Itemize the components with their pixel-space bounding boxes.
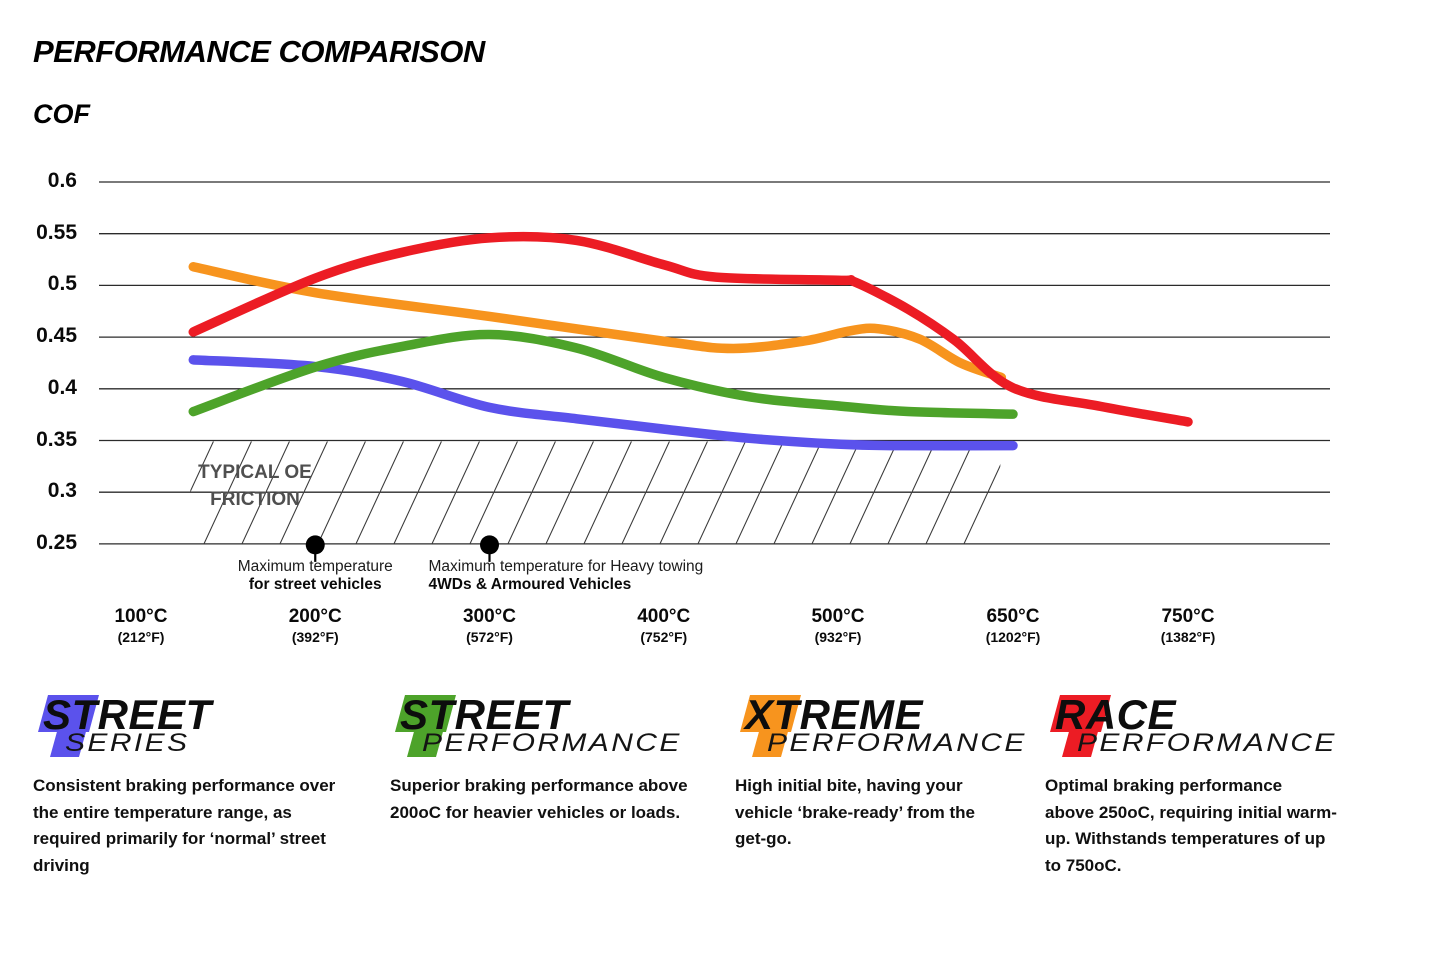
temp-celsius: 500°C bbox=[811, 606, 865, 627]
x-tick-label: 100°C (212°F) bbox=[114, 606, 167, 645]
y-tick-label: 0.35 bbox=[36, 427, 77, 451]
temp-fahrenheit: (212°F) bbox=[117, 629, 165, 645]
chart-canvas bbox=[99, 181, 1330, 562]
brand-logo: STREET SERIES bbox=[33, 691, 373, 759]
x-tick-label: 400°C (752°F) bbox=[637, 606, 690, 645]
logo-word-secondary: PERFORMANCE bbox=[767, 729, 1027, 757]
y-tick-label: 0.6 bbox=[47, 169, 77, 192]
temp-celsius: 300°C bbox=[462, 606, 517, 627]
oe-friction-band bbox=[190, 441, 1001, 544]
temp-celsius: 400°C bbox=[637, 606, 691, 627]
legend-description: Optimal braking performance above 250oC,… bbox=[1045, 776, 1337, 875]
x-tick-label: 200°C (392°F) bbox=[289, 606, 342, 645]
legend-item-xtreme-performance: XTREME PERFORMANCE High initial bite, ha… bbox=[735, 691, 1080, 853]
temp-celsius: 650°C bbox=[986, 606, 1040, 627]
max-temp-marker-label: Maximum temperature for street vehicles bbox=[238, 558, 393, 594]
x-tick-label: 650°C (1202°F) bbox=[986, 606, 1041, 645]
y-tick-label: 0.3 bbox=[47, 479, 77, 503]
brand-logo: RACE PERFORMANCE bbox=[1045, 691, 1385, 759]
legend: STREET SERIES Consistent braking perform… bbox=[0, 691, 1445, 965]
marker-label-line2: 4WDs & Armoured Vehicles bbox=[428, 576, 632, 593]
legend-description: High initial bite, having your vehicle ‘… bbox=[735, 776, 975, 848]
logo-word-primary: STREET bbox=[400, 691, 569, 738]
y-tick-label: 0.25 bbox=[36, 530, 77, 554]
max-temp-marker bbox=[305, 535, 325, 555]
max-temp-marker bbox=[480, 535, 499, 555]
marker-label-line2: for street vehicles bbox=[248, 576, 382, 593]
performance-chart: 0.6 0.55 0.5 0.45 0.4 0.35 0.3 0.25 100°C (212°F… bbox=[36, 169, 1330, 645]
y-tick-label: 0.45 bbox=[36, 324, 77, 348]
logo-word-secondary: SERIES bbox=[65, 729, 190, 757]
series-line-race-performance bbox=[188, 231, 1193, 427]
x-tick-label: 500°C (932°F) bbox=[811, 606, 864, 645]
temp-fahrenheit: (392°F) bbox=[291, 629, 339, 645]
temp-fahrenheit: (752°F) bbox=[640, 629, 688, 645]
legend-description: Consistent braking performance over the … bbox=[33, 776, 336, 875]
marker-label-line1: Maximum temperature bbox=[237, 558, 393, 575]
y-tick-label: 0.4 bbox=[47, 375, 77, 399]
logo-word-secondary: PERFORMANCE bbox=[1077, 729, 1337, 757]
series-line-street-series bbox=[188, 355, 1018, 451]
legend-item-street-series: STREET SERIES Consistent braking perform… bbox=[33, 691, 378, 879]
logo-word-primary: XTREME bbox=[745, 691, 924, 738]
brand-logo: XTREME PERFORMANCE bbox=[735, 691, 1075, 759]
typical-oe-friction-label: TYPICAL OE FRICTION bbox=[198, 462, 312, 510]
logo-color-patch-icon bbox=[395, 695, 456, 757]
series-line-xtreme-performance bbox=[188, 262, 1007, 383]
temp-celsius: 750°C bbox=[1161, 606, 1215, 627]
page-title: PERFORMANCE COMPARISON bbox=[33, 34, 485, 69]
marker-label-line1: Maximum temperature for Heavy towing bbox=[428, 558, 704, 575]
logo-color-patch-icon bbox=[1050, 695, 1111, 757]
x-tick-label: 300°C (572°F) bbox=[463, 606, 516, 645]
legend-item-street-performance: STREET PERFORMANCE Superior braking perf… bbox=[390, 691, 735, 826]
legend-description: Superior braking performance above 200oC… bbox=[390, 776, 688, 822]
brand-logo: STREET PERFORMANCE bbox=[390, 691, 730, 759]
y-axis-title: COF bbox=[33, 99, 90, 129]
temp-fahrenheit: (1202°F) bbox=[985, 629, 1041, 645]
y-tick-label: 0.55 bbox=[36, 220, 77, 244]
series-line-street-performance bbox=[188, 329, 1018, 419]
temp-celsius: 200°C bbox=[288, 606, 342, 627]
y-tick-label: 0.5 bbox=[47, 272, 77, 296]
logo-word-secondary: PERFORMANCE bbox=[422, 729, 682, 757]
legend-item-race-performance: RACE PERFORMANCE Optimal braking perform… bbox=[1045, 691, 1390, 879]
max-temp-marker-label: Maximum temperature for Heavy towing 4WDs… bbox=[429, 558, 704, 594]
logo-word-primary: STREET bbox=[43, 691, 212, 738]
logo-word-primary: RACE bbox=[1055, 691, 1177, 738]
logo-color-patch-icon bbox=[38, 695, 99, 757]
temp-celsius: 100°C bbox=[114, 606, 168, 627]
temp-fahrenheit: (1382°F) bbox=[1160, 629, 1216, 645]
temp-fahrenheit: (932°F) bbox=[814, 629, 862, 645]
x-tick-label: 750°C (1382°F) bbox=[1161, 606, 1216, 645]
temp-fahrenheit: (572°F) bbox=[466, 629, 513, 645]
logo-color-patch-icon bbox=[740, 695, 801, 757]
